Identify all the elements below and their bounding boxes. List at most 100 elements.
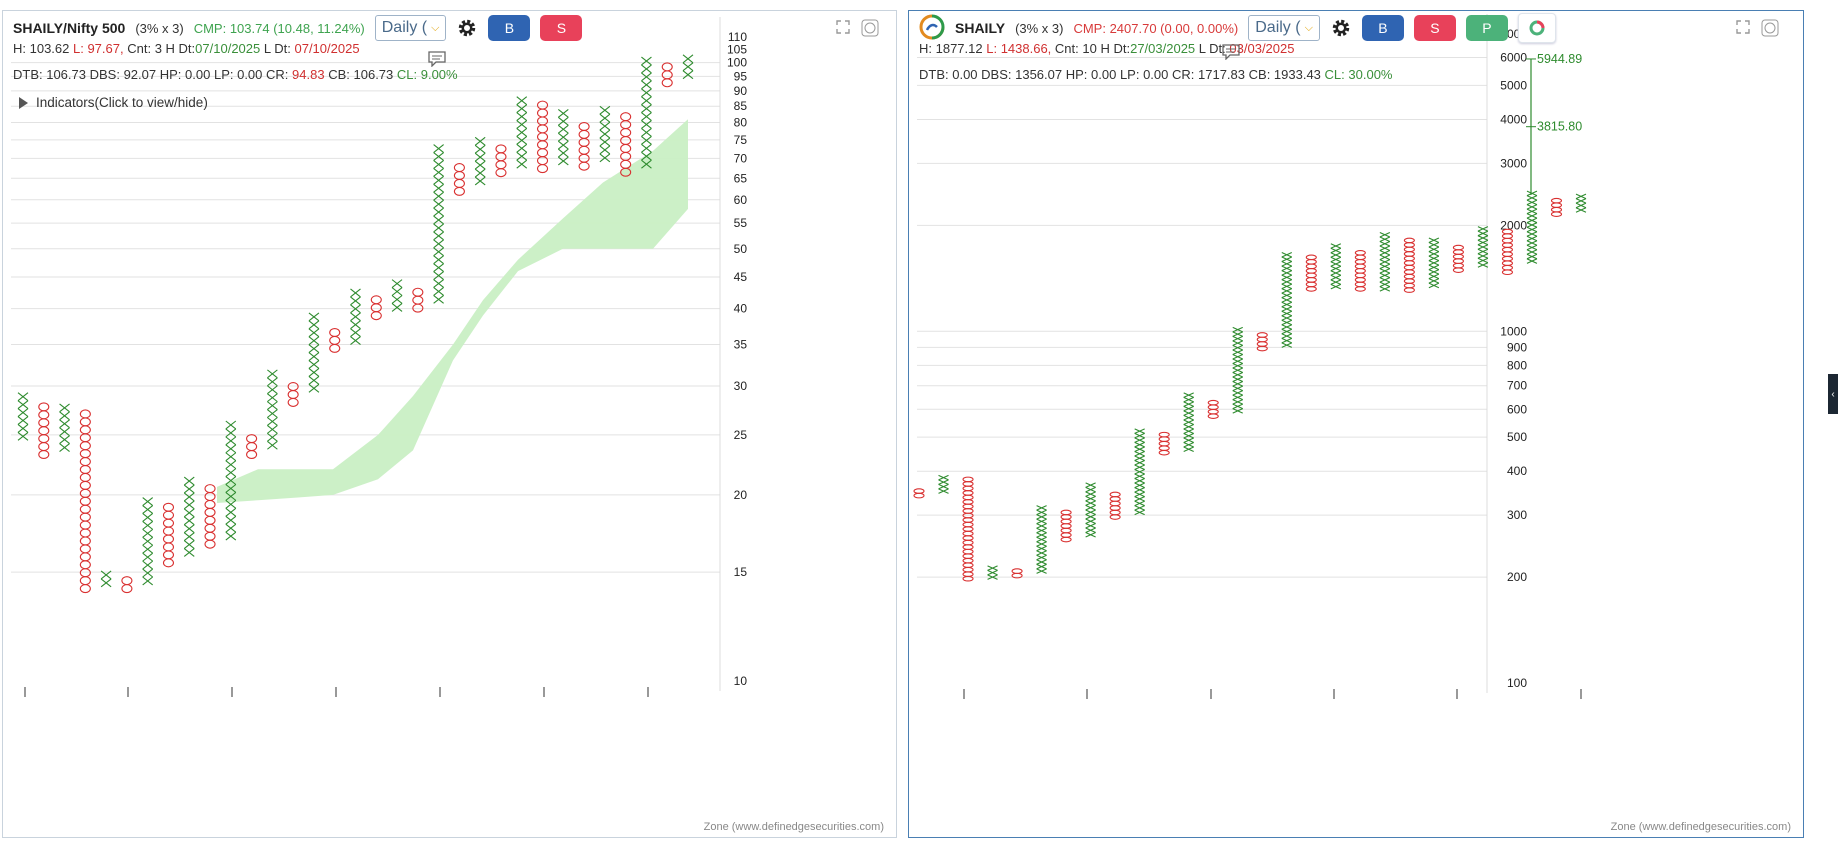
o-mark — [536, 156, 549, 166]
x-mark — [225, 468, 237, 477]
left-hp: HP: 0.00 — [159, 67, 211, 82]
y-tick-label: 10 — [734, 674, 748, 688]
o-mark — [162, 510, 175, 520]
o-mark — [204, 499, 216, 509]
close-icon[interactable] — [861, 19, 879, 40]
o-mark — [204, 523, 216, 533]
x-mark — [516, 159, 528, 169]
x-mark — [1379, 241, 1391, 247]
x-mark — [308, 360, 320, 369]
x-mark — [267, 409, 278, 418]
x-mark — [433, 160, 444, 169]
x-mark — [17, 416, 29, 425]
x-mark — [1379, 281, 1391, 288]
right-timeframe-select[interactable]: Daily ( ⌵ — [1248, 15, 1320, 41]
x-mark — [1134, 496, 1145, 502]
left-cr: 94.83 — [292, 67, 325, 82]
x-mark — [1526, 190, 1538, 197]
x-mark — [1281, 252, 1293, 258]
right-corner-tools — [1735, 19, 1779, 40]
o-mark — [287, 382, 299, 392]
y-tick-label: 5000 — [1500, 78, 1527, 92]
o-mark — [1403, 237, 1415, 244]
x-mark — [100, 578, 112, 588]
comment-icon[interactable] — [1221, 44, 1241, 60]
o-mark — [38, 402, 50, 412]
x-mark — [1428, 273, 1440, 280]
x-mark — [1232, 326, 1243, 333]
logo-icon — [919, 14, 945, 43]
o-mark — [1452, 253, 1464, 260]
x-mark — [1036, 518, 1047, 525]
o-mark — [495, 152, 507, 162]
close-icon[interactable] — [1761, 19, 1779, 40]
x-mark — [17, 408, 29, 417]
y-tick-label: 20 — [734, 488, 748, 502]
left-header: SHAILY/Nifty 500 (3% x 3) CMP: 103.74 (1… — [13, 15, 583, 41]
right-cl: CL: 30.00% — [1324, 67, 1393, 82]
gear-icon[interactable] — [1330, 17, 1352, 39]
sell-button[interactable]: S — [1413, 15, 1456, 41]
y-tick-label: 25 — [734, 428, 748, 442]
x-mark — [516, 112, 528, 121]
o-mark — [1207, 408, 1219, 415]
p-button[interactable]: P — [1465, 15, 1508, 41]
x-mark — [641, 104, 652, 114]
x-mark — [142, 560, 154, 570]
x-mark — [17, 431, 29, 441]
o-mark — [1550, 197, 1563, 204]
y-tick-label: 65 — [734, 171, 748, 185]
y-tick-label: 75 — [734, 133, 748, 147]
side-collapse-tab[interactable]: ‹ — [1828, 374, 1838, 414]
x-mark — [1526, 244, 1538, 251]
x-column — [987, 565, 998, 580]
x-mark — [1085, 495, 1096, 502]
x-mark — [1085, 504, 1096, 511]
o-column — [1011, 568, 1023, 579]
buy-button[interactable]: B — [488, 15, 531, 41]
x-mark — [183, 492, 195, 502]
x-mark — [350, 328, 361, 338]
o-mark — [79, 441, 91, 451]
o-mark — [79, 560, 91, 570]
x-mark — [267, 425, 278, 434]
left-timeframe-select[interactable]: Daily ( ⌵ — [374, 15, 447, 41]
x-mark — [1134, 450, 1145, 457]
buy-button[interactable]: B — [1361, 15, 1404, 41]
x-column — [1330, 243, 1342, 290]
o-mark — [79, 425, 91, 435]
o-mark — [1354, 277, 1366, 283]
x-mark — [1134, 428, 1145, 434]
x-mark — [308, 320, 320, 330]
o-mark — [1452, 258, 1464, 264]
expand-icon[interactable] — [1735, 19, 1751, 40]
x-mark — [474, 144, 486, 154]
sell-button[interactable]: S — [540, 15, 583, 41]
x-mark — [938, 474, 949, 481]
expand-icon[interactable] — [835, 19, 851, 40]
x-mark — [308, 368, 320, 377]
x-mark — [474, 152, 486, 162]
indicators-toggle[interactable]: Indicators(Click to view/hide) — [19, 95, 208, 110]
x-mark — [1526, 204, 1538, 210]
x-mark — [391, 303, 403, 312]
comment-icon[interactable] — [427, 51, 447, 67]
refresh-ring-icon[interactable] — [1517, 13, 1556, 43]
x-mark — [1526, 213, 1538, 219]
x-mark — [987, 565, 998, 571]
o-mark — [962, 476, 974, 483]
gear-icon[interactable] — [456, 17, 478, 39]
x-mark — [267, 377, 278, 387]
x-mark — [1379, 286, 1391, 292]
o-mark — [962, 521, 974, 528]
x-mark — [433, 167, 444, 177]
x-mark — [142, 505, 154, 514]
target-high-label: 5944.89 — [1537, 52, 1582, 66]
y-tick-label: 60 — [734, 193, 748, 207]
x-mark — [1085, 518, 1096, 524]
o-mark — [1256, 341, 1268, 347]
x-mark — [142, 552, 154, 562]
indicators-label: Indicators(Click to view/hide) — [36, 95, 208, 110]
right-pnf-chart[interactable]: 7000600050004000300020001000900800700600… — [909, 11, 1803, 837]
